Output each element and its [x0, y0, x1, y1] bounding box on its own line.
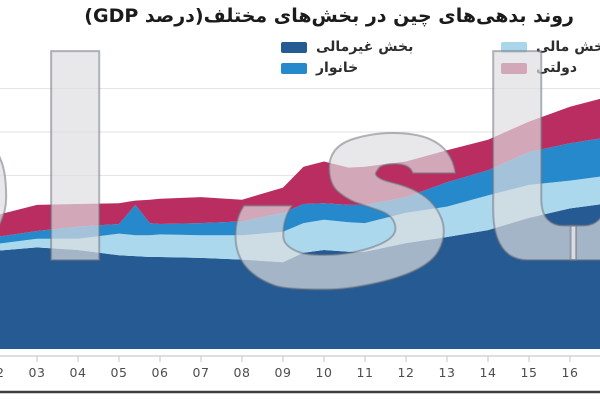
legend-label-government: دولتی: [536, 60, 578, 76]
svg-text:03: 03: [29, 365, 46, 380]
svg-text:07: 07: [193, 365, 210, 380]
svg-text:06: 06: [152, 365, 169, 380]
legend-item-government: دولتی: [501, 60, 600, 76]
legend-swatch-nonfinancial: [281, 41, 307, 53]
svg-text:08: 08: [234, 365, 251, 380]
legend-swatch-government: [501, 62, 527, 74]
legend-column-left: بخش غیرمالی خانوار: [281, 39, 413, 81]
svg-text:05: 05: [111, 365, 128, 380]
legend-label-financial: بخش مالی: [536, 39, 600, 55]
svg-text:14: 14: [480, 365, 497, 380]
svg-text:11: 11: [357, 365, 374, 380]
legend-column-right: بخش مالی دولتی: [501, 39, 600, 81]
legend-swatch-household: [281, 62, 307, 74]
chart-title: روند بدهی‌های چین در بخش‌های مختلف(درصد …: [84, 5, 574, 27]
legend-label-nonfinancial: بخش غیرمالی: [316, 39, 414, 55]
legend-item-household: خانوار: [281, 60, 413, 76]
legend-swatch-financial: [501, 41, 527, 53]
svg-text:02: 02: [0, 365, 4, 380]
svg-text:16: 16: [562, 365, 579, 380]
svg-text:09: 09: [275, 365, 292, 380]
svg-text:13: 13: [439, 365, 456, 380]
svg-text:15: 15: [521, 365, 538, 380]
svg-text:04: 04: [70, 365, 87, 380]
svg-text:10: 10: [316, 365, 333, 380]
legend-item-financial: بخش مالی: [501, 39, 600, 55]
svg-text:12: 12: [398, 365, 415, 380]
legend-label-household: خانوار: [316, 60, 359, 76]
legend-item-nonfinancial: بخش غیرمالی: [281, 39, 413, 55]
